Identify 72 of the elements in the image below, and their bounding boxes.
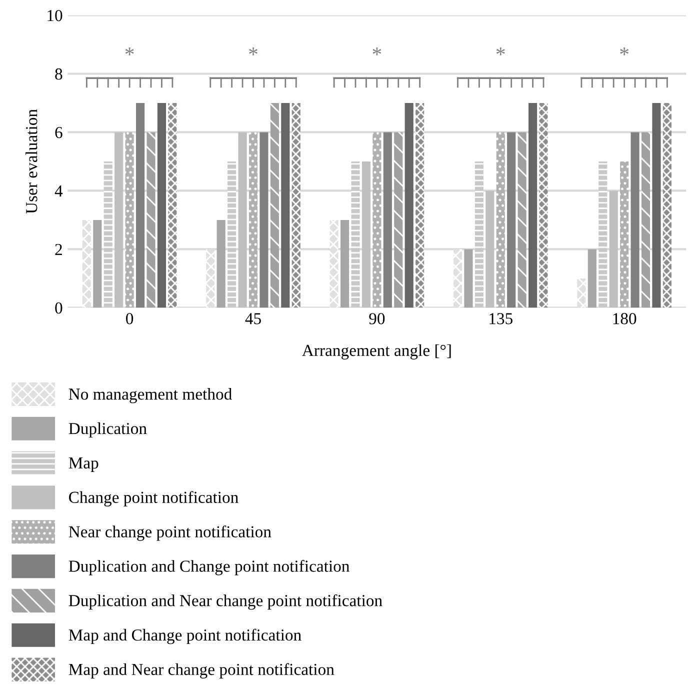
bar [292,102,300,308]
legend-label: No management method [68,388,232,404]
bar [206,249,215,308]
bar [362,161,371,308]
annotation: * [249,48,258,56]
bar [330,220,338,308]
bar [216,220,226,308]
bar [248,132,258,308]
bar [114,132,124,308]
bar [351,161,360,308]
bar [104,161,112,308]
x-tick-label: 90 [369,313,385,324]
bar [82,220,91,308]
bar [270,102,279,308]
legend-label: Duplication and Near change point notification [68,594,382,610]
bar [372,132,382,308]
y-axis-title: User evaluation [26,109,38,214]
bar [453,249,462,308]
bar [486,190,494,308]
legend-label: Duplication and Change point notification [68,560,350,576]
bar [238,132,247,308]
legend-label: Map [68,458,98,472]
bar [168,102,177,308]
bar [464,249,473,308]
x-tick-label: 45 [245,313,261,324]
legend-label: Duplication [68,422,147,438]
annotation: * [620,48,629,56]
annotation: * [125,48,134,56]
bar [157,102,166,308]
bar [518,132,526,308]
legend-label: Map and Change point notification [68,628,302,644]
y-tick-label: 2 [55,244,62,255]
bar [125,132,134,308]
bar [609,190,618,308]
x-axis-title: Arrangement angle [°] [302,344,451,360]
bar [281,102,290,308]
y-tick-label: 0 [55,302,62,314]
bar [260,132,268,308]
bar [588,249,596,308]
bar [539,102,548,308]
legend-label: Map and Near change point notification [68,663,334,679]
bar [340,220,350,308]
y-tick-label: 8 [55,68,62,80]
bar [93,220,102,308]
annotation: * [496,48,505,56]
bar [394,132,403,308]
bar [630,132,640,308]
annotation: * [372,48,382,56]
x-tick-label: 0 [126,313,134,324]
bar [507,132,516,308]
bar [146,132,156,308]
bar [496,132,505,308]
bar [228,161,236,308]
bar [528,102,538,308]
bar [598,161,608,308]
bar [662,102,672,308]
bar [652,102,661,308]
bar [416,102,424,308]
x-tick-label: 180 [613,313,636,324]
y-tick-label: 6 [55,126,62,138]
bar [641,132,650,308]
bar [136,102,145,308]
bar [383,132,392,308]
y-tick-label: 4 [54,186,63,196]
bar [474,161,484,308]
bar [404,102,414,308]
x-tick-label: 135 [490,313,512,324]
legend-label: Change point notification [69,491,238,506]
bar [620,161,629,308]
legend-label: Near change point notification [68,526,272,541]
bar [577,278,586,308]
y-tick-label: 10 [48,10,62,22]
